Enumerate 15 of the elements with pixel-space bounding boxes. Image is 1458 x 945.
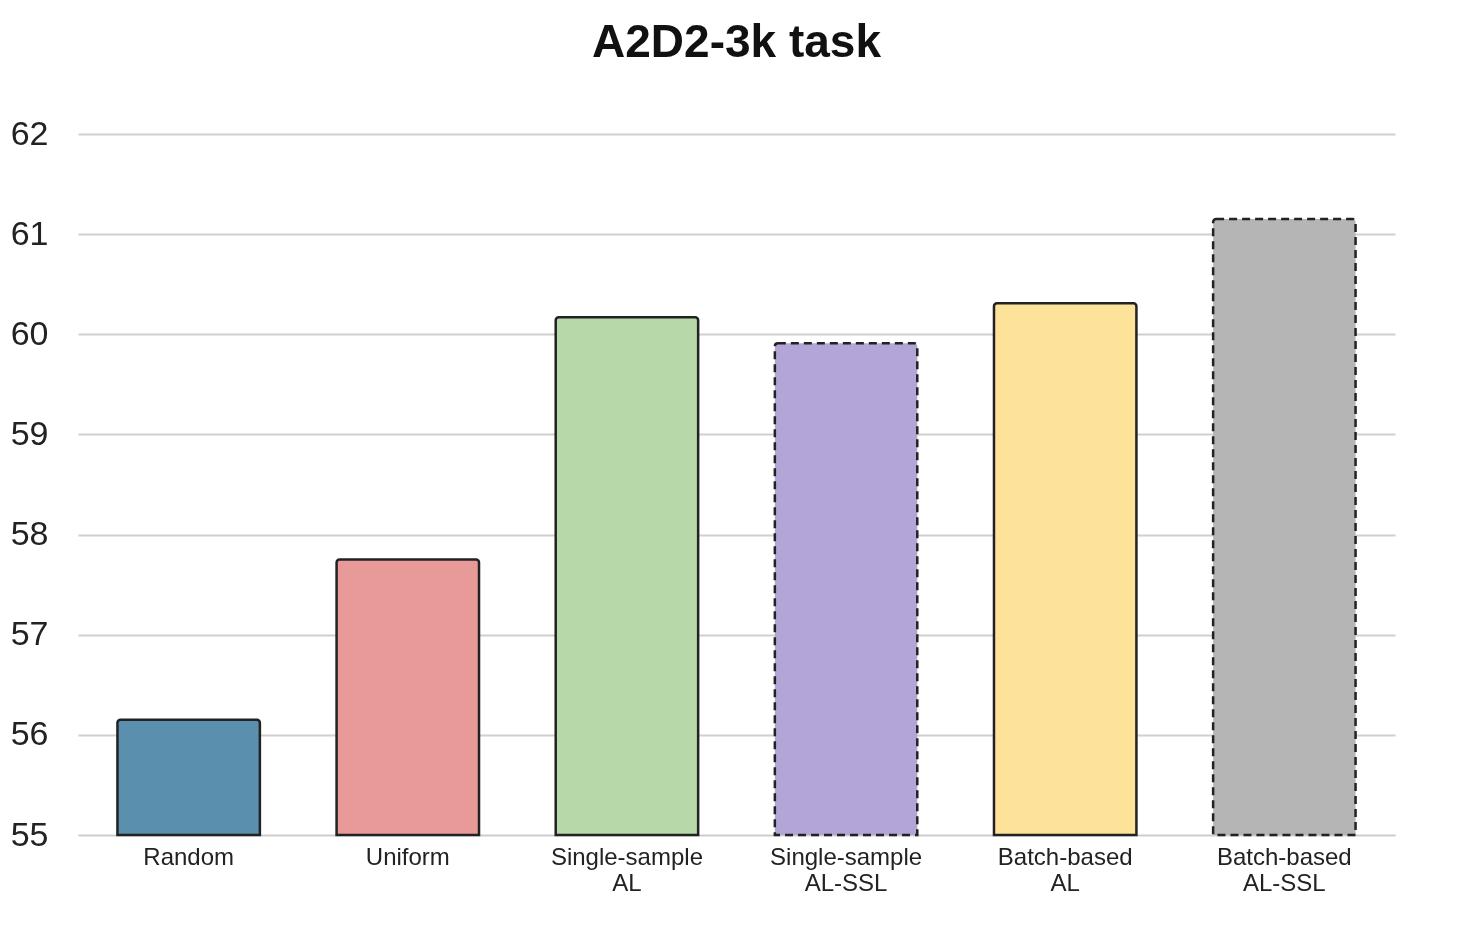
y-tick-label: 59 bbox=[10, 413, 49, 452]
y-tick-label: 62 bbox=[10, 113, 49, 152]
x-tick-label: Batch-based AL-SSL bbox=[1216, 842, 1352, 896]
y-tick-label: 55 bbox=[10, 814, 49, 853]
x-tick-label: Single-sample AL bbox=[550, 842, 703, 896]
y-tick-label: 60 bbox=[10, 313, 49, 352]
y-tick-label: 57 bbox=[10, 614, 49, 653]
x-tick-label: Random bbox=[143, 842, 235, 870]
x-tick-label: Single-sample AL-SSL bbox=[770, 842, 923, 896]
x-tick-label: Batch-based AL bbox=[997, 842, 1133, 896]
y-tick-label: 61 bbox=[10, 213, 49, 252]
x-tick-label: Uniform bbox=[365, 842, 450, 870]
y-tick-label: 56 bbox=[10, 714, 49, 753]
chart-title: A2D2-3k task bbox=[592, 15, 882, 67]
y-tick-label: 58 bbox=[10, 514, 49, 553]
